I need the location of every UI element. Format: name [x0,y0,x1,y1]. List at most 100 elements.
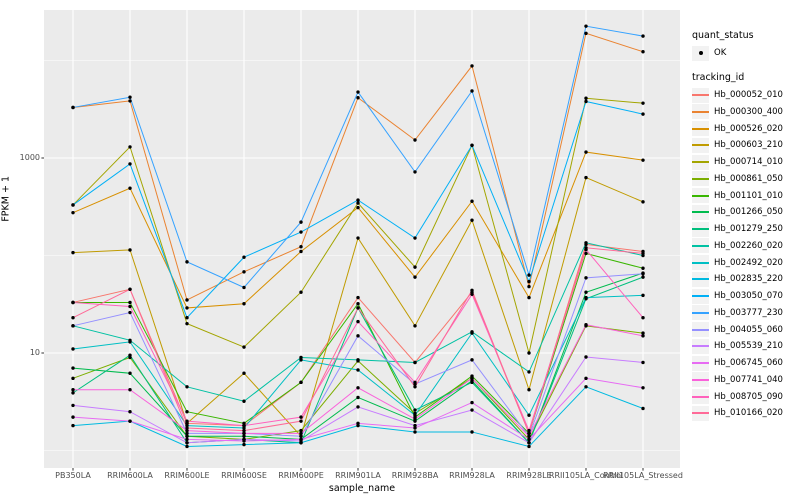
data-point [71,203,75,207]
data-point [299,290,303,294]
data-point [356,205,360,210]
data-point [584,295,588,300]
data-point [641,316,645,320]
data-point [527,413,531,417]
data-point [641,331,645,335]
data-point [128,145,132,149]
data-point [527,370,531,374]
legend-item-label: Hb_007741_040 [714,374,783,385]
data-point [356,198,360,202]
data-point [641,101,645,105]
data-point [356,386,360,390]
line-swatch-icon [692,288,709,304]
x-tick-label: RRIM600LE [164,471,210,480]
data-point [527,444,531,449]
data-point [413,408,417,412]
x-tick-label: RRIM600SE [221,471,267,480]
data-point [527,284,531,289]
data-point [356,358,360,362]
data-point [641,200,645,204]
data-point [641,334,645,338]
data-point [128,353,132,357]
data-point [356,319,360,324]
x-tick-label: RRIM928LE [506,471,552,480]
line-swatch-icon [692,355,709,371]
legend-tracking-items: Hb_000052_010 Hb_000300_400 Hb_000526_020 H… [692,87,798,422]
data-point [242,255,246,259]
data-point [71,415,75,419]
legend-line [692,94,709,97]
legend-item-Hb_001266_050: Hb_001266_050 [692,204,798,221]
data-point [299,380,303,385]
data-point [299,220,303,224]
line-swatch-icon [692,188,709,204]
data-point [185,321,189,326]
legend-line [692,295,709,298]
data-point [299,431,303,436]
legend-item-Hb_002492_020: Hb_002492_020 [692,254,798,271]
data-point [470,292,474,296]
data-point [71,391,75,395]
line-swatch-icon [692,104,709,120]
legend-item-label: Hb_002835_220 [714,274,783,285]
legend-line [692,110,709,113]
data-point [185,434,189,438]
data-point [71,376,75,381]
data-point [356,236,360,240]
data-point [128,287,132,292]
data-point [71,324,75,328]
data-point [470,143,474,147]
data-point [128,95,132,99]
data-point [299,245,303,249]
data-point [128,248,132,252]
legend-item-Hb_002835_220: Hb_002835_220 [692,271,798,288]
data-point [527,388,531,392]
data-point [470,380,474,385]
data-point [128,300,132,305]
data-point [185,306,189,310]
line-swatch-icon [692,271,709,287]
data-point [356,395,360,400]
legend-item-label: Hb_000861_050 [714,173,783,184]
data-point [641,386,645,390]
data-point [527,431,531,436]
legend-line [692,362,709,365]
legend-item-Hb_000300_400: Hb_000300_400 [692,104,798,121]
data-point [299,358,303,362]
data-point [584,31,588,36]
data-point [527,437,531,442]
data-point [470,430,474,434]
legend-line [692,328,709,331]
line-swatch-icon [692,221,709,237]
data-point [242,434,246,438]
legend-item-Hb_001279_250: Hb_001279_250 [692,221,798,238]
x-tick-label: RRIM901LA [335,471,381,480]
legend-line [692,228,709,231]
legend-line [692,345,709,348]
legend-item-Hb_003777_230: Hb_003777_230 [692,305,798,322]
data-point [185,423,189,428]
line-swatch-icon [692,255,709,271]
legend-item-label: Hb_000526_020 [714,123,783,134]
y-axis-title: FPKM + 1 [0,175,12,222]
legend-item-label: Hb_000300_400 [714,106,783,117]
data-point [71,105,75,110]
data-point [584,355,588,359]
line-swatch-icon [692,389,709,405]
data-point [584,150,588,154]
legend-item-label: Hb_006745_060 [714,358,783,369]
data-point [413,170,417,174]
data-point [356,96,360,100]
y-tick-label-10: 10 [29,348,40,357]
data-point [185,410,189,414]
legend-item-label: Hb_004055_060 [714,324,783,335]
data-point [584,385,588,389]
legend-item-label: Hb_001279_250 [714,224,783,235]
legend-item-label: OK [714,48,727,59]
data-point [242,428,246,433]
line-swatch-icon [692,238,709,254]
data-point [641,293,645,298]
x-axis-title: sample_name [328,483,396,494]
legend-tracking-id: tracking_id Hb_000052_010 Hb_000300_400 Hb… [692,72,798,422]
